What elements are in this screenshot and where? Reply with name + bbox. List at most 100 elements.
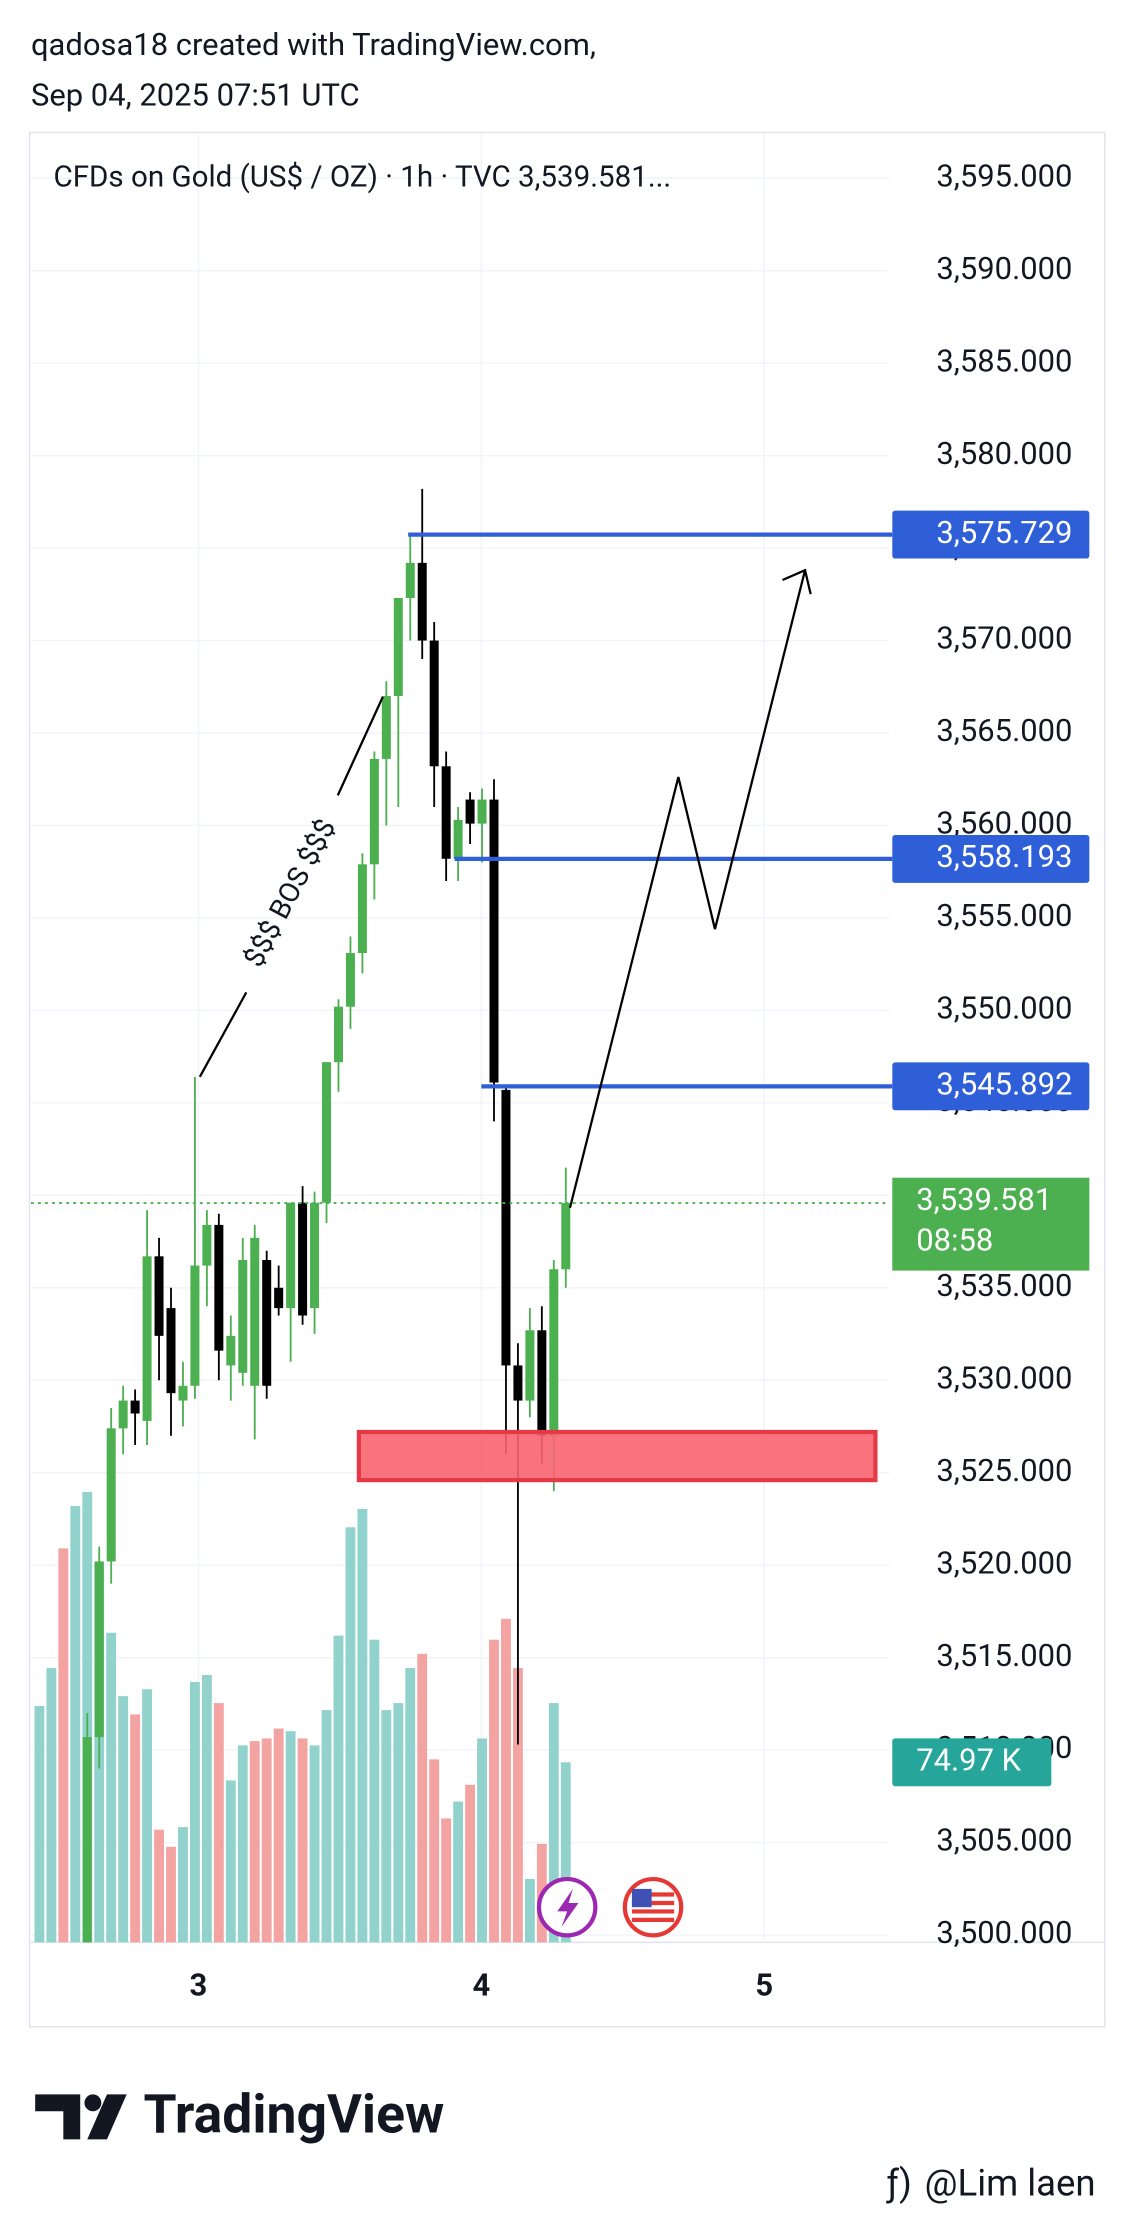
candle-body xyxy=(489,799,499,1083)
volume-bar xyxy=(201,1675,212,1943)
candle-body xyxy=(501,1089,511,1366)
volume-bar xyxy=(190,1681,200,1943)
candle-body xyxy=(429,640,439,767)
tradingview-logo xyxy=(35,2094,127,2140)
candle-body xyxy=(106,1428,116,1562)
candle-body xyxy=(178,1385,188,1401)
footer-logo: TradingView xyxy=(144,2083,445,2146)
volume-bar xyxy=(321,1710,332,1943)
candle-body xyxy=(441,766,451,859)
volume-bar xyxy=(142,1689,152,1943)
candle-body xyxy=(333,1006,343,1063)
candle-body xyxy=(310,1202,320,1309)
candle-body xyxy=(286,1202,296,1309)
candle-body xyxy=(94,1561,104,1738)
level-box xyxy=(892,834,1090,883)
volume-label: 74.97 K xyxy=(916,1741,1021,1778)
candle-body xyxy=(262,1260,272,1386)
volume-bar xyxy=(106,1632,117,1943)
volume-bar xyxy=(489,1639,499,1943)
candle-body xyxy=(322,1062,332,1203)
volume-bar xyxy=(381,1710,392,1943)
volume-bar xyxy=(237,1745,248,1943)
volume-bar xyxy=(46,1668,57,1943)
demand-zone xyxy=(356,1429,878,1483)
volume-bar xyxy=(453,1801,464,1943)
volume-bar xyxy=(405,1668,416,1943)
volume-bar xyxy=(154,1829,164,1943)
candle-body xyxy=(513,1365,523,1401)
volume-bar xyxy=(309,1745,320,1943)
watermark: @Lim laen xyxy=(925,2162,1096,2205)
volume-bar xyxy=(429,1759,440,1943)
volume-bar xyxy=(297,1738,308,1943)
candle-body xyxy=(166,1308,176,1394)
volume-bar xyxy=(513,1668,523,1943)
volume-bar xyxy=(417,1653,428,1943)
bos-line xyxy=(198,696,384,1078)
candle-body xyxy=(381,696,391,759)
candle-body xyxy=(405,562,415,599)
x-tick-label: 4 xyxy=(472,1967,490,2004)
volume-bar xyxy=(441,1818,452,1943)
volume-bar xyxy=(70,1506,81,1943)
volume-bar xyxy=(225,1780,236,1943)
candle-body xyxy=(142,1256,152,1421)
candle-body xyxy=(274,1287,284,1309)
author-line: qadosa18 created with TradingView.com, xyxy=(31,26,596,63)
last-price-label: 3,539.581 xyxy=(916,1181,1052,1218)
level-box xyxy=(892,1062,1090,1111)
volume-bar xyxy=(285,1731,296,1943)
volume-bar xyxy=(130,1714,141,1943)
lightning-icon xyxy=(536,1876,598,1938)
volume-bar xyxy=(393,1703,404,1943)
candle-body xyxy=(226,1335,236,1366)
candle-body xyxy=(298,1202,308,1316)
volume-bar xyxy=(501,1618,511,1943)
candle-body xyxy=(549,1269,559,1436)
candle-body xyxy=(393,598,403,697)
candle-body xyxy=(345,953,355,1007)
candle-body xyxy=(250,1237,260,1386)
volume-bar xyxy=(524,1878,535,1943)
volume-bar xyxy=(345,1527,356,1943)
last-price-box xyxy=(892,1177,1090,1271)
volume-bar xyxy=(178,1827,188,1943)
candle-body xyxy=(118,1400,128,1429)
projection-arrow xyxy=(568,569,807,1208)
y-tick-label: 3,585.000 xyxy=(936,342,1072,379)
volume-label-box xyxy=(892,1738,1052,1787)
candle-body xyxy=(82,1737,92,1943)
candle-body xyxy=(154,1256,164,1336)
chart-title: CFDs on Gold (US$ / OZ) · 1h · TVC 3,539… xyxy=(53,161,671,195)
x-tick-label: 3 xyxy=(190,1967,208,2004)
candle-body xyxy=(238,1260,248,1373)
volume-bar xyxy=(357,1508,368,1943)
chart-frame xyxy=(28,131,1106,2028)
countdown-label: 08:58 xyxy=(916,1222,993,1259)
volume-bar xyxy=(261,1738,272,1943)
watermark-glyph: ƒ) xyxy=(886,2162,912,2205)
volume-bar xyxy=(249,1741,260,1943)
y-tick-label: 3,530.000 xyxy=(936,1359,1072,1396)
candle-body xyxy=(525,1330,535,1401)
candle-body xyxy=(190,1265,200,1386)
candle-body xyxy=(537,1330,547,1436)
volume-bar xyxy=(548,1703,559,1943)
candle-body xyxy=(417,562,427,641)
volume-bar xyxy=(118,1696,129,1943)
volume-bar xyxy=(273,1728,284,1943)
y-tick-label: 3,500.000 xyxy=(936,1914,1072,1951)
volume-bar xyxy=(369,1639,380,1943)
volume-bar xyxy=(166,1846,176,1943)
y-tick-label: 3,555.000 xyxy=(936,897,1072,934)
candle-body xyxy=(202,1224,212,1266)
candle-body xyxy=(465,799,475,824)
y-tick-label: 3,595.000 xyxy=(936,157,1072,194)
candle-body xyxy=(477,799,487,824)
us-flag-icon xyxy=(622,1876,684,1938)
candle-body xyxy=(561,1203,571,1270)
volume-bar xyxy=(560,1762,571,1943)
level-box xyxy=(892,510,1090,559)
